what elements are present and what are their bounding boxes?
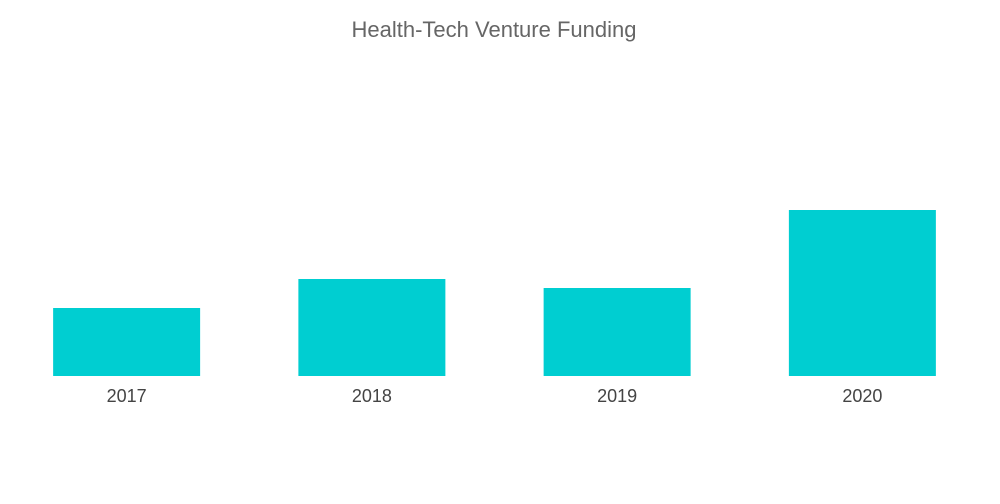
- bar: [298, 279, 446, 376]
- chart-title: Health-Tech Venture Funding: [352, 17, 637, 42]
- x-tick-label: 2020: [842, 386, 882, 406]
- bar: [53, 308, 201, 376]
- bar: [788, 210, 936, 376]
- bar: [543, 288, 691, 376]
- x-tick-label: 2017: [107, 386, 147, 406]
- x-tick-label: 2018: [352, 386, 392, 406]
- x-tick-label: 2019: [597, 386, 637, 406]
